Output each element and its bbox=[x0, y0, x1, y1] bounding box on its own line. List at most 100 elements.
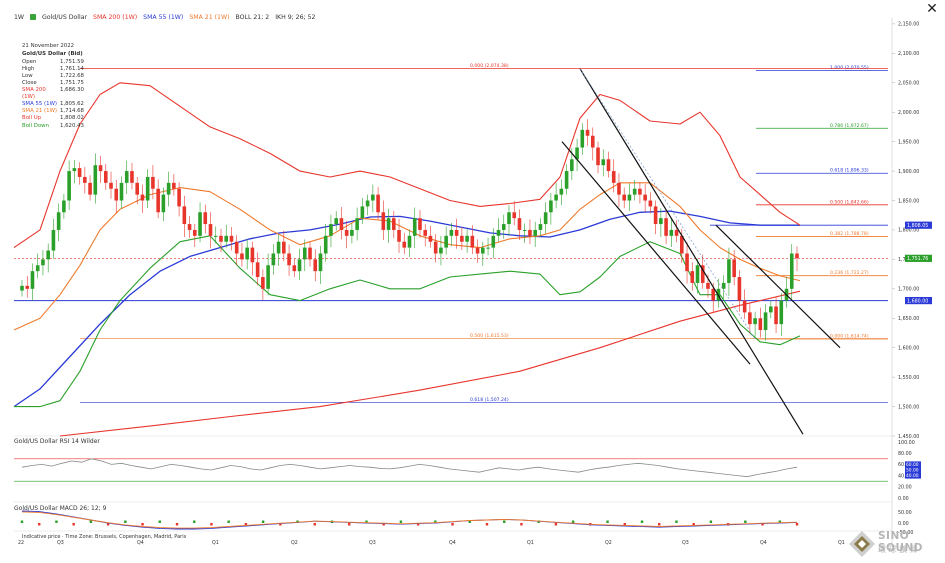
legend-sma21[interactable]: SMA 21 (1W) bbox=[189, 14, 230, 21]
macd-histogram-bar bbox=[175, 523, 179, 526]
info-label: SMA 55 (1W) bbox=[22, 101, 58, 108]
candle bbox=[208, 224, 213, 236]
x-tick-label: Q2 bbox=[291, 540, 298, 546]
candle bbox=[103, 171, 108, 183]
macd-histogram-bar bbox=[348, 523, 351, 526]
candle bbox=[391, 218, 396, 230]
info-row: Boll Down 1,620.43 bbox=[22, 123, 84, 130]
info-row: Boll Up 1,808.02 bbox=[22, 115, 84, 122]
x-tick-label: Q3 bbox=[682, 540, 689, 546]
macd-histogram-bar bbox=[709, 520, 713, 523]
candle bbox=[213, 235, 218, 237]
y-tick-label: 1,450.00 bbox=[898, 434, 919, 440]
fib-level-label: 0.618 (1,507.24) bbox=[470, 397, 509, 403]
candle bbox=[779, 300, 784, 325]
info-label: SMA 200 (1W) bbox=[22, 87, 46, 101]
info-label: Boll Up bbox=[22, 115, 42, 122]
x-tick-label: Q4 bbox=[137, 540, 144, 546]
rsi-badge-label: 40.00 bbox=[906, 473, 919, 479]
candle bbox=[711, 288, 716, 301]
candle bbox=[240, 253, 244, 260]
candle bbox=[266, 265, 270, 289]
macd-histogram-bar bbox=[416, 523, 420, 526]
y-tick-label: 1,700.00 bbox=[898, 287, 919, 293]
candle bbox=[308, 247, 312, 260]
fib-level-label: 0.000 (1,614.74) bbox=[830, 334, 869, 340]
candle bbox=[245, 247, 249, 260]
candle bbox=[98, 165, 103, 172]
candle bbox=[198, 212, 202, 236]
macd-axis-label: 50.00 bbox=[898, 510, 912, 516]
legend-ikh[interactable]: IKH 9; 26; 52 bbox=[275, 14, 316, 21]
candle bbox=[522, 229, 527, 231]
rsi-badge bbox=[905, 467, 921, 473]
macd-histogram-bar bbox=[106, 523, 110, 526]
candle bbox=[402, 241, 407, 248]
macd-histogram-bar bbox=[520, 523, 523, 526]
y-tick-label: 1,900.00 bbox=[898, 169, 919, 175]
info-date: 21 November 2022 bbox=[22, 43, 75, 49]
candle bbox=[318, 253, 323, 272]
info-label: Boll Down bbox=[22, 122, 49, 129]
candle bbox=[77, 168, 82, 177]
candle bbox=[475, 247, 480, 254]
candle bbox=[182, 206, 187, 225]
rsi-axis-label: 100.00 bbox=[898, 440, 915, 446]
candle bbox=[282, 241, 286, 254]
macd-histogram-bar bbox=[485, 523, 489, 526]
candle bbox=[481, 247, 485, 254]
timeframe-label: 1W bbox=[14, 14, 25, 21]
candle bbox=[496, 229, 501, 236]
candle bbox=[428, 235, 433, 242]
candle bbox=[334, 218, 338, 225]
legend-sma55[interactable]: SMA 55 (1W) bbox=[143, 14, 184, 21]
candle bbox=[287, 253, 291, 266]
candle bbox=[261, 277, 265, 289]
candle bbox=[161, 194, 166, 213]
rsi-badge bbox=[905, 472, 921, 479]
candle bbox=[706, 282, 710, 289]
checkbox-icon[interactable] bbox=[30, 14, 37, 20]
price-badge bbox=[905, 296, 932, 305]
candle bbox=[145, 176, 150, 201]
candle bbox=[124, 171, 129, 183]
macd-histogram-bar bbox=[124, 520, 127, 523]
logo-subtext: 環 球 擴 聲 bbox=[878, 545, 918, 554]
x-tick-label: Q4 bbox=[760, 540, 767, 546]
close-icon[interactable]: ✕ bbox=[926, 1, 938, 17]
candle bbox=[606, 159, 611, 172]
candle bbox=[774, 306, 778, 325]
candle bbox=[444, 235, 448, 248]
macd-histogram-bar bbox=[141, 523, 144, 526]
candle bbox=[250, 247, 255, 263]
candle bbox=[56, 212, 61, 230]
rsi-line bbox=[21, 458, 798, 478]
legend-boll[interactable]: BOLL 21; 2 bbox=[235, 14, 270, 21]
candle bbox=[769, 306, 773, 313]
candle bbox=[386, 218, 391, 230]
legend-sma200[interactable]: SMA 200 (1W) bbox=[93, 14, 138, 21]
series-line-boll-up bbox=[13, 82, 801, 249]
candle bbox=[627, 194, 632, 201]
candle bbox=[449, 229, 454, 236]
candle bbox=[365, 200, 370, 207]
macd-histogram-bar bbox=[468, 520, 471, 523]
logo-text: SINO SOUND bbox=[878, 530, 924, 554]
macd-histogram-bar bbox=[795, 523, 799, 526]
macd-histogram-bar bbox=[399, 520, 403, 523]
candle bbox=[611, 171, 616, 183]
rsi-badge bbox=[905, 461, 921, 468]
macd-histogram-bar bbox=[313, 523, 316, 526]
candle bbox=[67, 171, 71, 201]
fib-level-label: 0.000 (2,074.38) bbox=[470, 63, 509, 69]
macd-histogram-bar bbox=[210, 523, 213, 526]
candle bbox=[271, 253, 276, 266]
candle bbox=[491, 235, 496, 248]
candle bbox=[601, 159, 606, 166]
candle bbox=[229, 235, 234, 242]
info-row: SMA 21 (1W) 1,714.68 bbox=[22, 108, 84, 115]
candle bbox=[41, 259, 45, 266]
info-label: SMA 21 (1W) bbox=[22, 108, 58, 115]
brand-logo: SINO SOUND 環 球 擴 聲 bbox=[848, 528, 942, 560]
